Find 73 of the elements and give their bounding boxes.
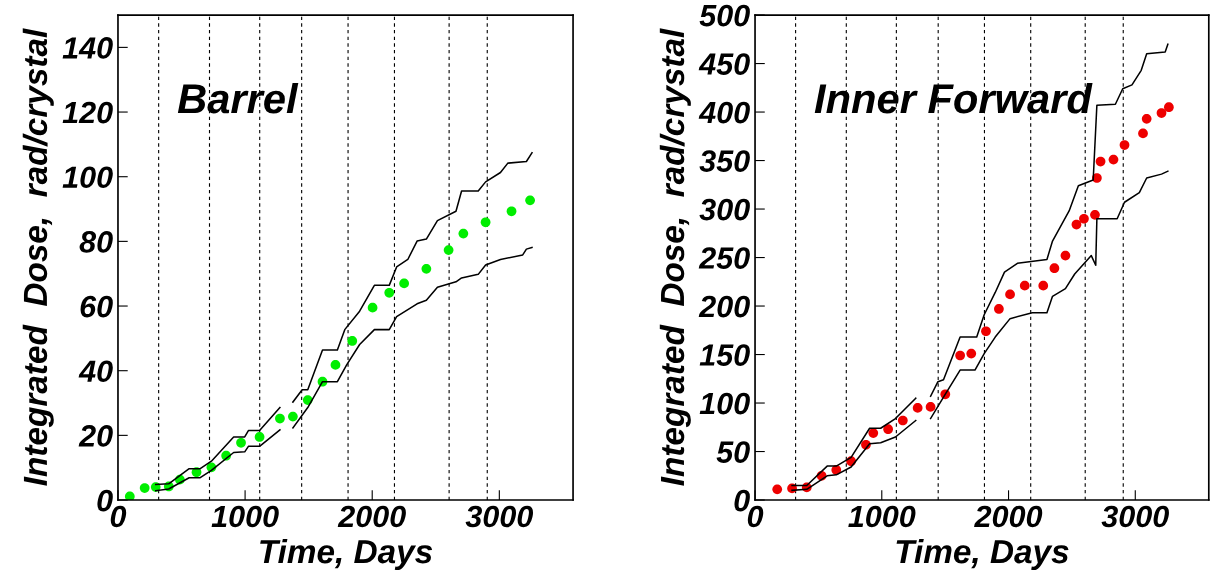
x-tick-label: 1000 (211, 505, 279, 528)
y-tick-label: 50 (716, 441, 750, 463)
x-tick-label: 2000 (337, 505, 406, 528)
point (925, 402, 936, 412)
y-tick-label: 350 (699, 150, 750, 172)
x-tick-label: 0 (747, 505, 764, 528)
point (399, 278, 409, 289)
y-tick-label: 300 (699, 198, 750, 221)
point (139, 483, 150, 493)
text: Barrel (177, 82, 299, 114)
point (1090, 210, 1100, 220)
point (1164, 102, 1174, 113)
point (955, 350, 965, 361)
point (458, 228, 469, 239)
x-tick-label: 3000 (1101, 505, 1169, 528)
point (1156, 108, 1167, 118)
point (506, 206, 517, 217)
point (1095, 156, 1106, 167)
point (1119, 140, 1130, 150)
y-tick-label: 200 (698, 295, 750, 318)
point (367, 302, 378, 313)
point (236, 437, 246, 448)
point (1071, 219, 1082, 230)
y-tick-label: 140 (62, 37, 113, 59)
point (288, 411, 298, 422)
point (443, 245, 454, 255)
y-tick-label: 400 (698, 101, 750, 124)
point (1060, 250, 1071, 261)
y-tick-label: 40 (78, 360, 113, 383)
point (868, 428, 879, 438)
x-tick-label: 2000 (974, 505, 1043, 528)
point (254, 432, 265, 442)
point (883, 424, 893, 435)
y-tick-label: 250 (698, 247, 750, 269)
point (275, 413, 285, 424)
point (330, 360, 341, 370)
point (1038, 280, 1049, 291)
y-tick-label: 60 (80, 295, 113, 318)
point (912, 403, 923, 413)
point (421, 263, 432, 274)
point (384, 287, 395, 298)
y-tick-label: 450 (698, 53, 750, 75)
point (1138, 128, 1148, 139)
y-tick-label: 120 (62, 101, 113, 124)
point (1079, 213, 1089, 224)
y-tick-label: 150 (699, 344, 750, 366)
point (772, 484, 783, 495)
point (994, 304, 1004, 314)
point (1049, 263, 1060, 274)
x-axis-title: Time, Days (896, 538, 1069, 570)
point (897, 415, 908, 426)
y-tick-label: 500 (699, 4, 750, 27)
point (124, 491, 135, 501)
point (1141, 113, 1152, 124)
point (981, 326, 991, 337)
y-tick-label: 80 (79, 231, 113, 253)
x-tick-label: 3000 (465, 505, 534, 528)
y-tick-label: 0 (734, 489, 750, 512)
point (966, 348, 977, 359)
point (480, 217, 491, 228)
point (1108, 154, 1119, 165)
y-axis-title: Integrated Dose, rad/crystal (659, 28, 691, 486)
point (1005, 289, 1015, 300)
y-tick-label: 100 (62, 166, 113, 189)
y-axis-title: Integrated Dose, rad/crystal (22, 28, 54, 486)
x-tick-label: 1000 (848, 505, 916, 528)
y-tick-label: 100 (699, 392, 750, 415)
x-axis-title: Time, Days (260, 538, 433, 570)
y-tick-label: 20 (78, 425, 113, 447)
text: Inner Forward (814, 82, 1093, 114)
point (1019, 280, 1030, 291)
point (347, 336, 358, 346)
point (525, 195, 535, 206)
